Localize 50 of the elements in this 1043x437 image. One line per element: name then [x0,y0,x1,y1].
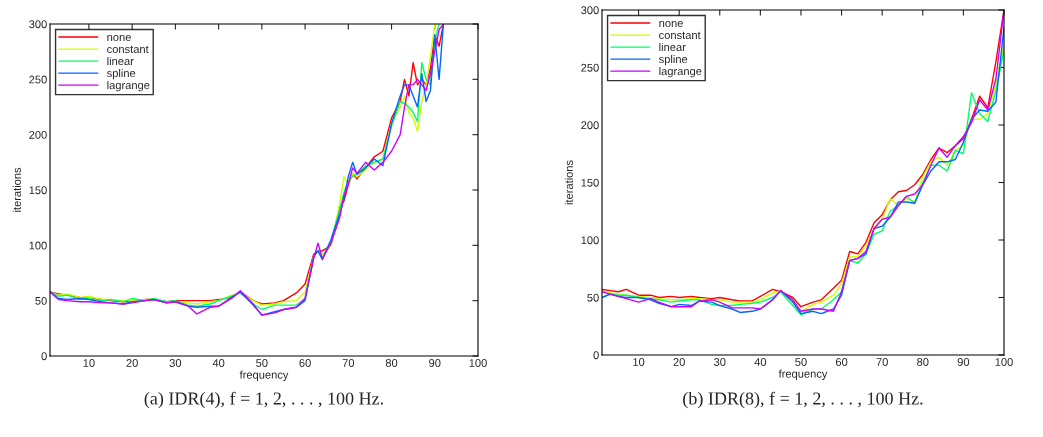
y-tick-label: 100 [581,236,599,245]
legend-label: linear [659,42,686,52]
x-tick-label: 30 [169,359,182,367]
legend-label: linear [107,56,134,66]
x-tick-label: 60 [835,358,848,366]
text: (a) IDR(4), f = 1, 2, . . . , 100 Hz. [144,391,383,409]
x-tick-label: 20 [126,359,138,367]
legend-label: constant [107,45,149,54]
legend-label: none [659,20,683,28]
y-tick-label: 200 [581,121,599,130]
y-axis-title: iterations [564,160,573,205]
x-tick-label: 80 [917,358,929,366]
x-tick-label: 100 [995,358,1013,366]
x-tick-label: 30 [714,358,726,366]
x-tick-label: 20 [673,358,685,366]
x-tick-label: 70 [876,358,888,366]
legend-label: none [107,34,131,42]
x-tick-label: 50 [795,358,807,366]
legend-label: lagrange [659,66,702,78]
x-tick-label: 80 [385,359,398,367]
y-tick-label: 250 [29,75,47,84]
x-tick-label: 10 [633,358,645,366]
y-tick-label: 0 [41,352,47,361]
y-tick-label: 150 [581,178,599,187]
x-tick-label: 10 [83,359,95,367]
x-tick-label: 90 [957,358,970,366]
x-tick-label: 60 [299,359,311,367]
y-tick-label: 150 [29,186,47,195]
y-tick-label: 250 [581,63,599,72]
legend-label: spline [106,68,136,80]
x-axis-title: frequency [778,369,828,380]
y-tick-label: 300 [29,20,47,29]
x-tick-label: 40 [754,358,767,366]
x-tick-label: 100 [469,359,487,367]
x-axis-title: frequency [239,370,289,381]
y-tick-label: 300 [581,6,599,15]
y-tick-label: 200 [29,130,47,139]
legend-label: constant [659,31,701,40]
y-tick-label: 50 [35,296,47,305]
y-axis-title: iterations [12,167,21,212]
x-tick-label: 40 [212,359,225,367]
legend-label: spline [658,54,688,66]
legend-label: lagrange [107,80,150,92]
y-tick-label: 50 [587,293,599,302]
x-tick-label: 70 [342,359,355,367]
text: (b) IDR(8), f = 1, 2, . . . , 100 Hz. [683,391,923,409]
x-tick-label: 50 [256,359,268,367]
y-tick-label: 0 [593,351,599,360]
x-tick-label: 90 [429,359,441,367]
y-tick-label: 100 [29,241,47,250]
